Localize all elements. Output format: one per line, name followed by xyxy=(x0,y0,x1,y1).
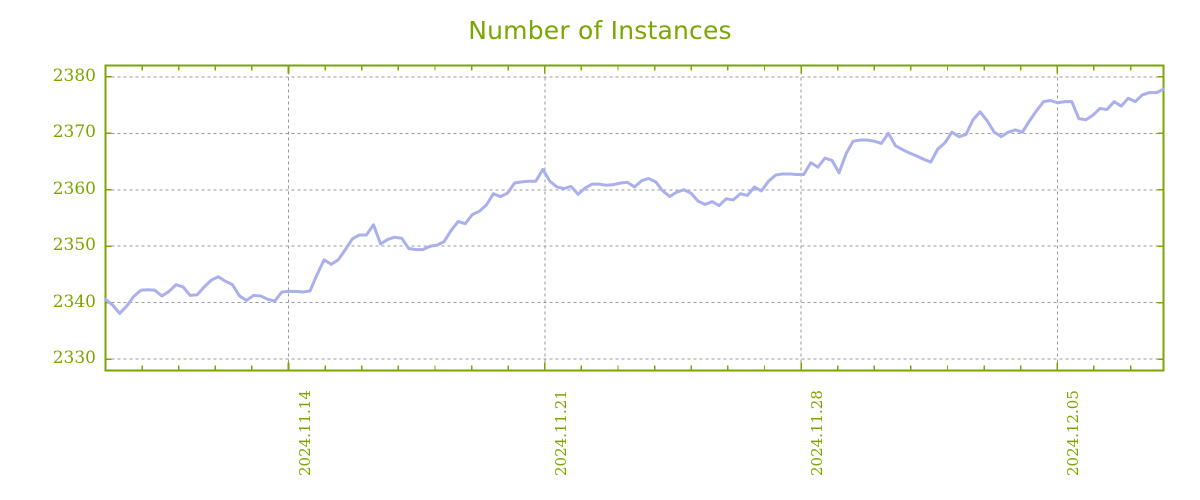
x-axis-tick-label: 2024.11.14 xyxy=(295,390,314,476)
y-axis-tick-label: 2340 xyxy=(52,291,96,312)
y-axis-tick-label: 2380 xyxy=(52,65,96,86)
x-axis-tick-label: 2024.12.05 xyxy=(1064,390,1083,476)
y-axis-tick-label: 2370 xyxy=(52,122,96,143)
plot-frame xyxy=(104,64,1165,372)
grid-lines xyxy=(105,65,1164,371)
y-axis-tick-label: 2350 xyxy=(52,235,96,256)
data-series-layer xyxy=(104,87,1165,315)
chart-title: Number of Instances xyxy=(468,16,732,45)
x-axis-tick-label: 2024.11.21 xyxy=(551,390,570,476)
y-axis-tick-label: 2330 xyxy=(52,348,96,369)
y-axis-tick-label: 2360 xyxy=(52,178,96,199)
axis-ticks xyxy=(105,65,1164,371)
x-axis-tick-label: 2024.11.28 xyxy=(808,390,827,476)
